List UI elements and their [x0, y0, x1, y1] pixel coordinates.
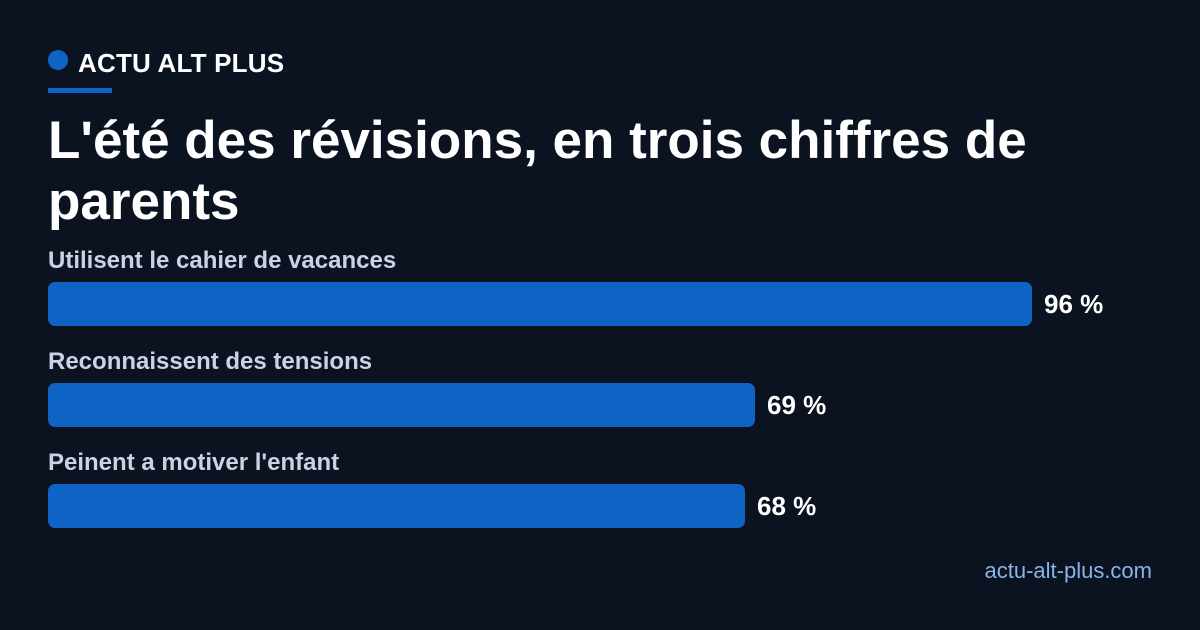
brand-name: ACTU ALT PLUS — [78, 47, 285, 78]
chart-title: L'été des révisions, en trois chiffres d… — [48, 111, 1027, 231]
bar-value-label: 69 % — [767, 390, 827, 420]
source-link[interactable]: actu-alt-plus.com — [984, 558, 1152, 583]
bar-row: Peinent a motiver l'enfant 68 % — [48, 448, 1152, 538]
bar — [48, 282, 1032, 326]
bar-category-label: Reconnaissent des tensions — [48, 348, 373, 375]
bar — [48, 383, 755, 427]
bar-chart: Utilisent le cahier de vacances 96 % Recon… — [48, 246, 1152, 536]
brand: ACTU ALT PLUS — [48, 46, 284, 80]
bar-row: Reconnaissent des tensions 69 % — [48, 347, 1152, 437]
brand-underline — [48, 88, 112, 93]
bar-category-label: Peinent a motiver l'enfant — [48, 449, 340, 476]
bar-value-label: 68 % — [757, 491, 817, 521]
brand-dot-icon — [48, 50, 68, 70]
bar-row: Utilisent le cahier de vacances 96 % — [48, 246, 1152, 336]
bar-category-label: Utilisent le cahier de vacances — [48, 247, 397, 274]
bar-value-label: 96 % — [1044, 289, 1104, 319]
bar — [48, 484, 745, 528]
